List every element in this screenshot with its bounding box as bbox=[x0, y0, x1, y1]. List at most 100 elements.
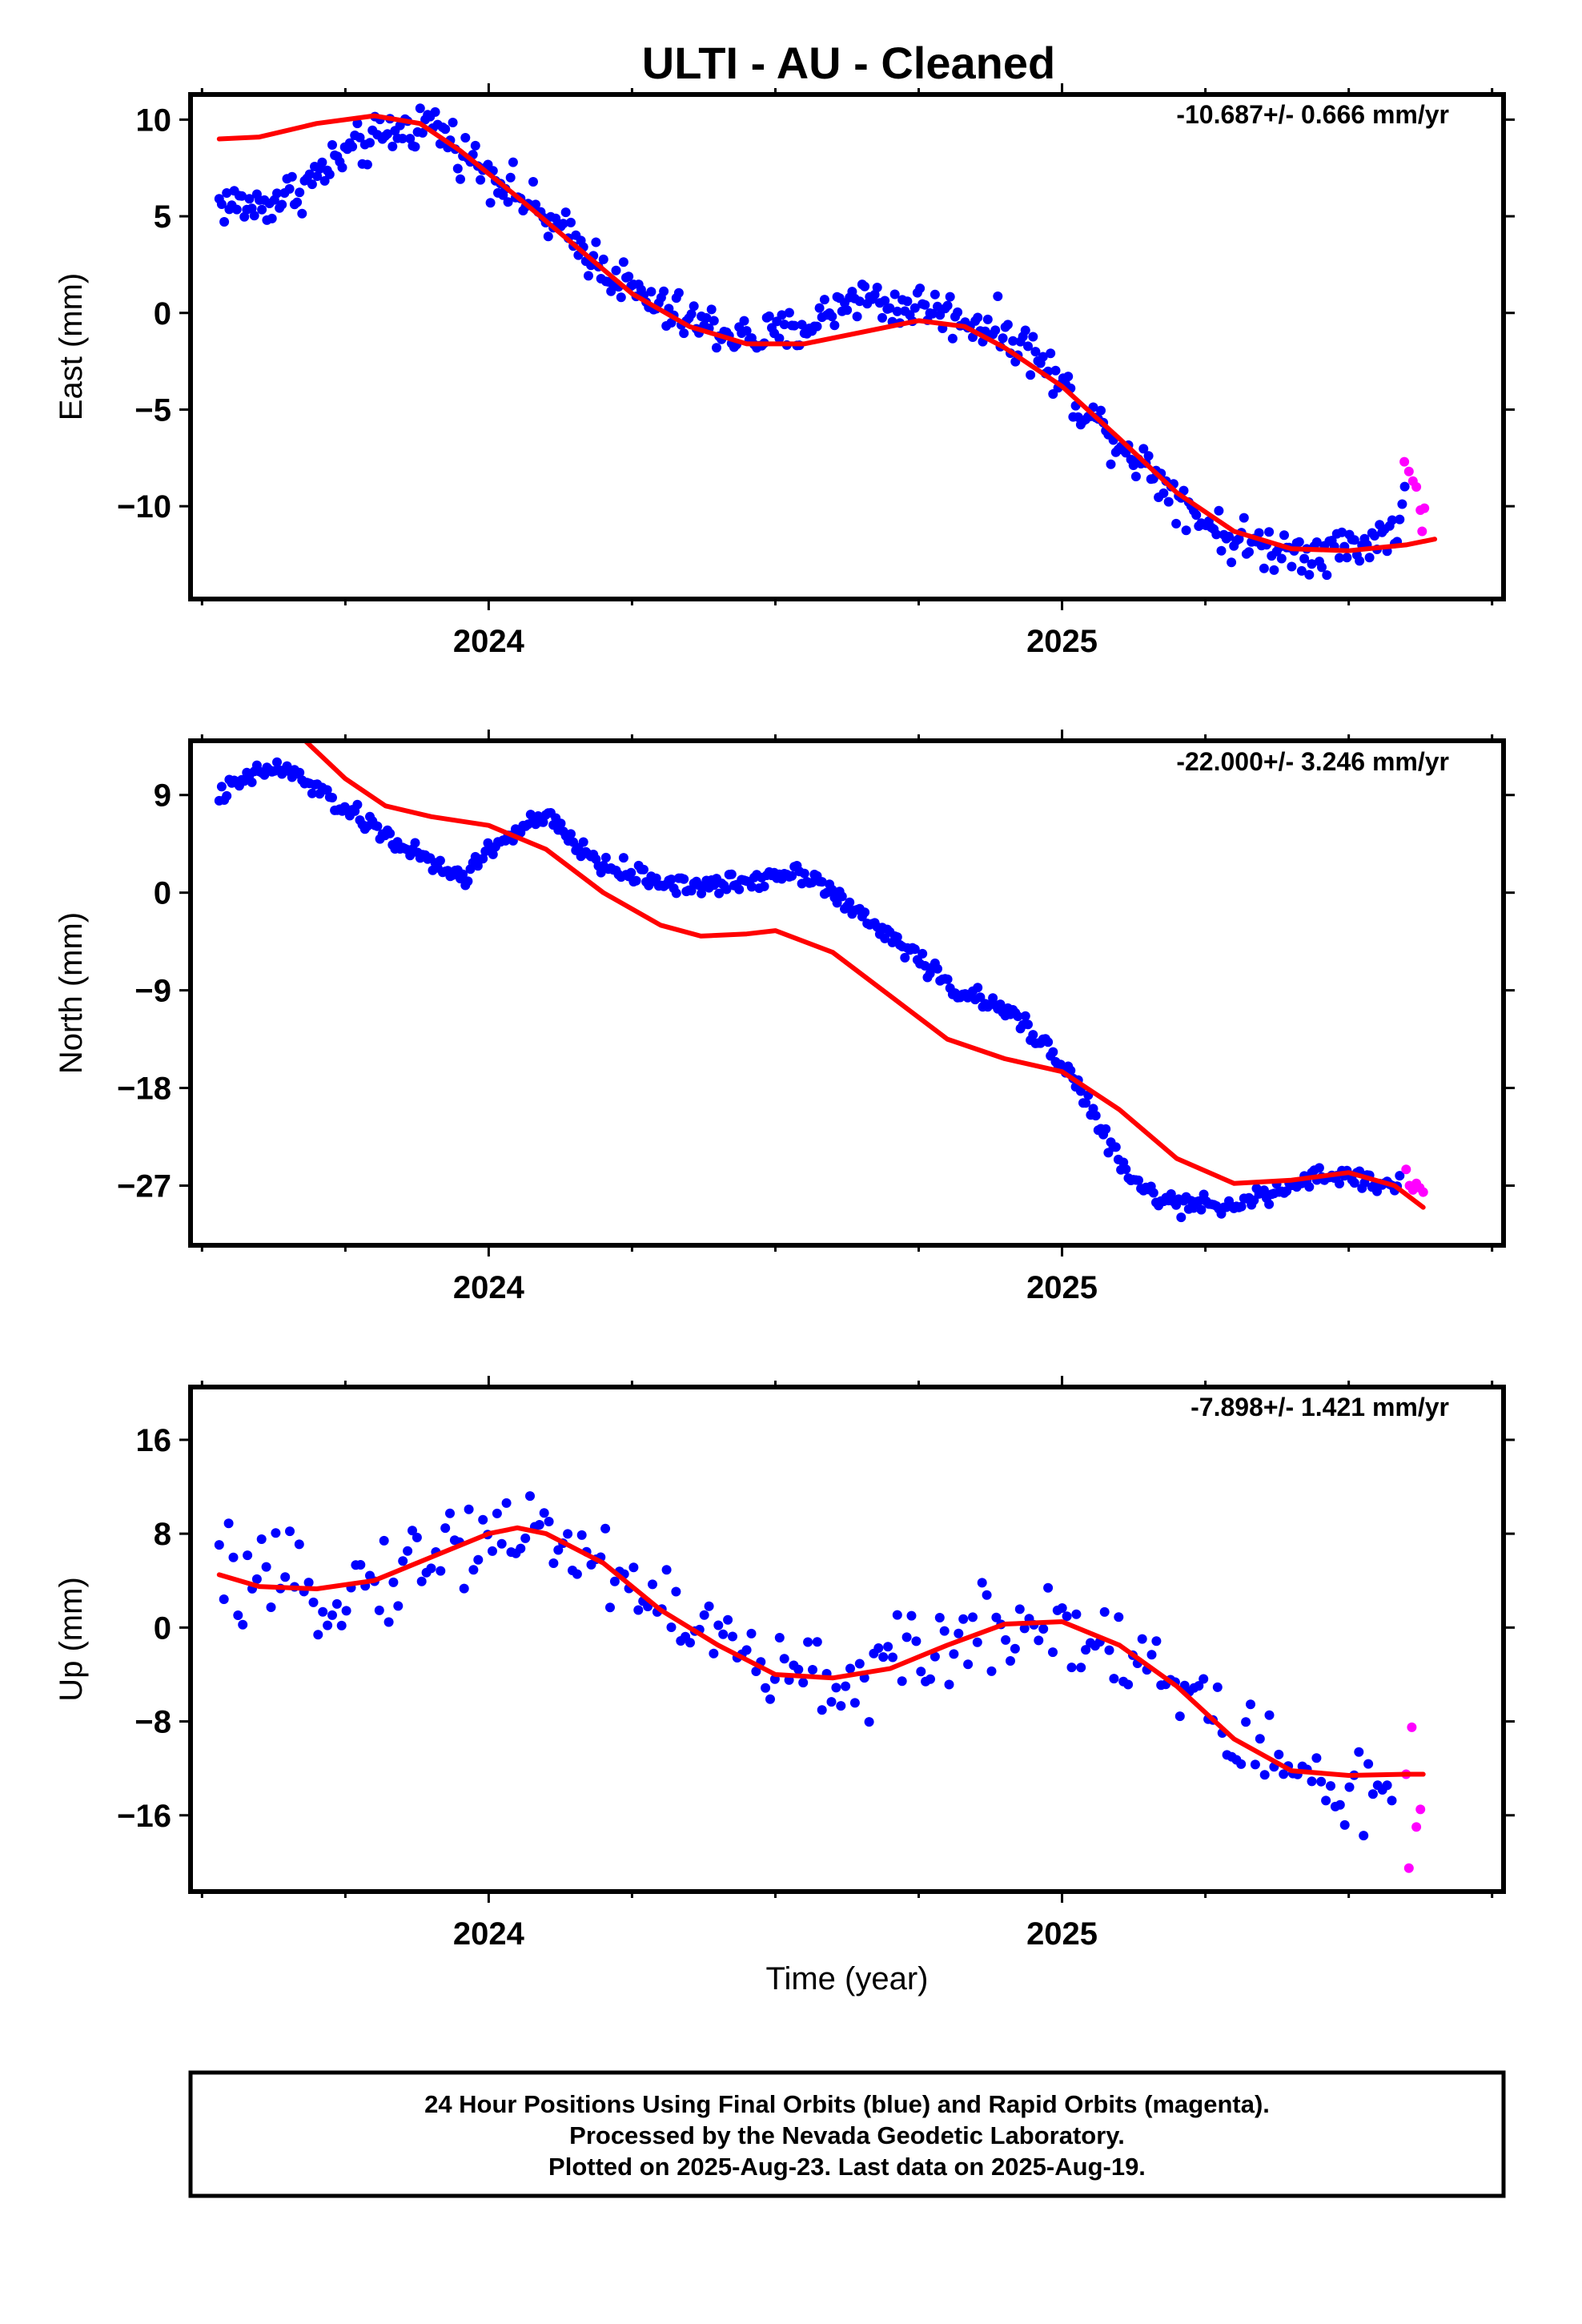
east-final-point bbox=[827, 312, 837, 322]
up-final-point bbox=[548, 1558, 559, 1568]
east-final-point bbox=[508, 157, 518, 167]
east-final-point bbox=[712, 343, 721, 353]
east-final-point bbox=[417, 127, 428, 138]
north-model-curve bbox=[303, 741, 1426, 1210]
up-final-point bbox=[939, 1626, 950, 1636]
up-final-point bbox=[723, 1614, 733, 1625]
up-final-point bbox=[1326, 1781, 1335, 1791]
up-final-point bbox=[1307, 1776, 1317, 1787]
east-final-point bbox=[689, 301, 699, 312]
east-final-point bbox=[362, 159, 372, 170]
north-final-point bbox=[975, 992, 986, 1003]
east-final-point bbox=[611, 265, 621, 275]
east-final-point bbox=[915, 283, 926, 294]
up-final-point bbox=[219, 1594, 229, 1604]
east-x-tick-label: 2024 bbox=[453, 624, 525, 659]
up-final-point bbox=[1104, 1645, 1114, 1655]
up-final-point bbox=[256, 1534, 267, 1544]
east-final-point bbox=[1342, 553, 1352, 563]
east-final-point bbox=[877, 312, 887, 323]
footer-line-2: Processed by the Nevada Geodetic Laborat… bbox=[569, 2121, 1125, 2149]
up-final-point bbox=[280, 1572, 291, 1582]
footer-line-1: 24 Hour Positions Using Final Orbits (bl… bbox=[424, 2090, 1270, 2118]
north-final-point bbox=[1196, 1204, 1207, 1215]
up-plot-frame bbox=[188, 1385, 1506, 1894]
up-final-point bbox=[478, 1514, 488, 1525]
up-final-point bbox=[849, 1698, 860, 1708]
east-final-point bbox=[1264, 527, 1275, 537]
up-final-point bbox=[313, 1630, 323, 1640]
up-final-point bbox=[958, 1614, 969, 1624]
up-final-point bbox=[854, 1659, 865, 1669]
east-rapid-point bbox=[1411, 482, 1422, 492]
up-final-point bbox=[972, 1637, 982, 1647]
up-final-point bbox=[897, 1676, 907, 1687]
up-final-point bbox=[685, 1638, 695, 1648]
up-final-point bbox=[1241, 1717, 1251, 1727]
east-final-point bbox=[618, 257, 628, 267]
up-final-point bbox=[1316, 1776, 1327, 1787]
up-final-point bbox=[323, 1620, 333, 1630]
east-y-tick-label: 10 bbox=[136, 103, 172, 138]
up-final-point bbox=[492, 1508, 502, 1518]
north-final-point bbox=[1335, 1179, 1344, 1188]
up-final-point bbox=[713, 1620, 724, 1630]
up-final-point bbox=[223, 1518, 234, 1529]
up-final-point bbox=[911, 1636, 921, 1647]
north-final-point bbox=[631, 875, 641, 886]
east-final-point bbox=[935, 310, 946, 320]
north-final-point bbox=[721, 884, 732, 895]
east-final-point bbox=[1163, 497, 1174, 507]
up-final-point bbox=[1212, 1682, 1223, 1692]
east-final-point bbox=[852, 312, 862, 322]
up-final-point bbox=[331, 1598, 342, 1609]
up-final-point bbox=[261, 1562, 271, 1572]
east-final-point bbox=[476, 175, 486, 185]
up-final-point bbox=[1382, 1780, 1392, 1791]
up-final-point bbox=[468, 1565, 479, 1575]
east-final-point bbox=[460, 133, 471, 143]
north-final-point bbox=[1236, 1201, 1247, 1212]
up-final-point bbox=[553, 1545, 564, 1555]
east-final-point bbox=[1244, 547, 1254, 557]
up-final-point bbox=[374, 1605, 384, 1615]
east-final-point bbox=[528, 177, 538, 187]
east-final-point bbox=[470, 140, 480, 151]
north-final-point bbox=[1166, 1189, 1176, 1199]
east-final-point bbox=[277, 199, 287, 210]
up-final-point bbox=[765, 1694, 775, 1704]
up-final-point bbox=[1311, 1753, 1322, 1763]
up-final-point bbox=[563, 1529, 573, 1539]
north-final-point bbox=[458, 869, 468, 879]
up-final-point bbox=[1274, 1749, 1284, 1759]
up-final-point bbox=[982, 1590, 992, 1600]
east-final-point bbox=[998, 333, 1008, 344]
east-final-point bbox=[764, 311, 774, 321]
east-final-point bbox=[1038, 352, 1048, 362]
up-final-point bbox=[1038, 1624, 1049, 1634]
up-final-point bbox=[798, 1678, 809, 1688]
up-final-point bbox=[1363, 1759, 1374, 1769]
up-final-point bbox=[901, 1632, 912, 1642]
east-x-tick-label: 2025 bbox=[1026, 624, 1098, 659]
east-final-point bbox=[1046, 348, 1056, 359]
east-final-point bbox=[1050, 365, 1061, 376]
up-y-tick-label: 8 bbox=[154, 1517, 171, 1552]
up-final-point bbox=[648, 1579, 657, 1590]
east-final-point bbox=[1181, 525, 1191, 536]
chart-title: ULTI - AU - Cleaned bbox=[642, 38, 1055, 88]
up-y-tick-label: 16 bbox=[136, 1423, 172, 1458]
north-final-point bbox=[666, 875, 677, 885]
east-final-point bbox=[1216, 545, 1227, 556]
up-final-point bbox=[520, 1533, 531, 1543]
north-final-point bbox=[973, 983, 983, 993]
east-final-point bbox=[1026, 370, 1036, 380]
up-final-point bbox=[1043, 1582, 1054, 1593]
up-final-point bbox=[266, 1602, 276, 1612]
east-final-point bbox=[902, 296, 913, 307]
east-final-point bbox=[219, 217, 230, 227]
east-final-point bbox=[543, 231, 553, 242]
up-final-point bbox=[817, 1705, 827, 1715]
east-final-point bbox=[1395, 514, 1405, 525]
up-final-point bbox=[779, 1654, 789, 1664]
